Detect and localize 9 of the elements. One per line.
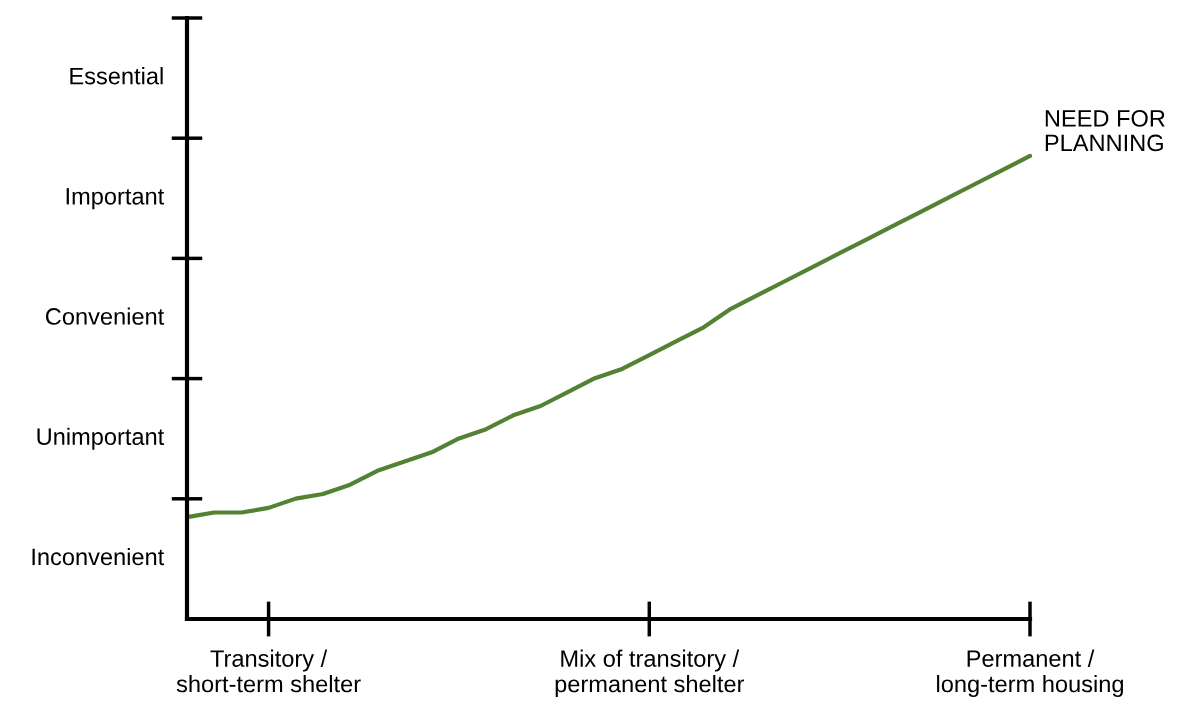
text: NEED FOR PLANNING <box>1045 110 1165 152</box>
x-tick-label: Permanent / long-term housing <box>937 649 1123 697</box>
text: Inconvenient <box>32 547 165 566</box>
x-tick-label: Transitory / short-term shelter <box>176 649 361 693</box>
text: Unimportant <box>37 427 165 450</box>
text: Essential <box>70 67 163 85</box>
x-tick-label: Mix of transitory / permanent shelter <box>555 649 745 697</box>
text: Important <box>66 188 165 210</box>
text: Convenient <box>46 307 165 325</box>
